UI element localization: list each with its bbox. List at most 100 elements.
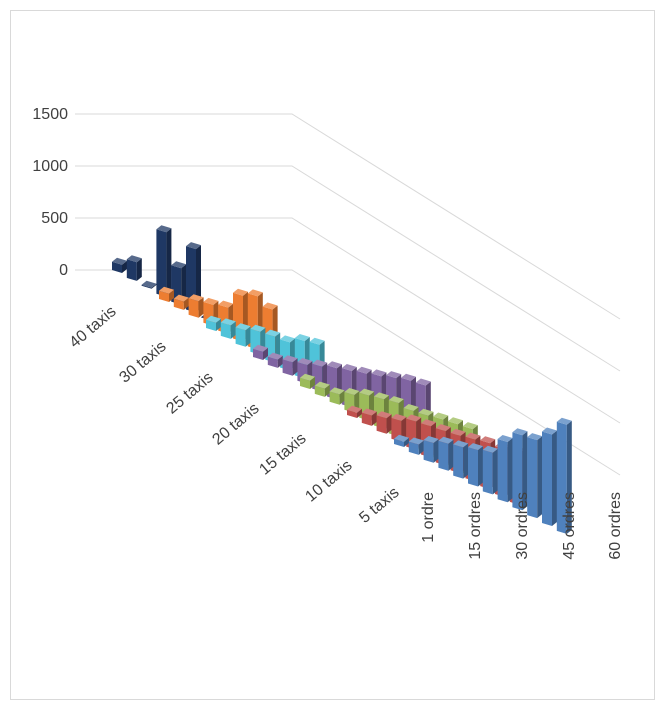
bar [453,440,469,479]
bar-side [230,321,236,339]
series-tick-label: 10 taxis [302,457,355,505]
bar-front [542,431,552,526]
bar-top [556,417,572,425]
bar-top [480,436,496,444]
bar-top [433,412,449,420]
bar [220,318,236,339]
bar [438,436,454,471]
bar-side [401,416,407,442]
bar-side [151,283,157,289]
bar-front [394,438,404,447]
bar-front [376,415,387,434]
bar-top [220,318,236,326]
bar-top [438,436,454,444]
bar-side [339,390,345,405]
bar-side [492,448,498,495]
y-tick-label: 0 [59,262,68,279]
bar-front [497,439,508,503]
x-tick-label: 45 ordres [561,492,578,560]
bar-front [112,261,122,273]
bar-side [418,440,424,455]
y-tick-label: 1000 [32,158,68,175]
gridline [75,217,621,424]
bar [206,315,221,331]
bar-top [300,373,315,381]
bar-front [126,259,137,281]
bar-side [386,414,392,434]
bar [173,294,189,310]
bar-front [188,298,199,318]
gridline [75,165,621,372]
bar-top [141,280,157,288]
bar-side [183,297,189,310]
bar-side [181,264,187,305]
bar-side [324,384,330,397]
bar-top [329,387,345,395]
y-tick-label: 1500 [32,106,68,123]
gridline [75,269,621,476]
bar [126,255,142,281]
bar-front [173,298,184,310]
bar-front [468,447,478,487]
bar-top [527,433,543,441]
bar-front [314,385,325,397]
bar-side [245,326,251,347]
bar-top [327,361,342,369]
bar-top [371,369,387,377]
bar-top [280,335,295,343]
bar-side [198,297,204,318]
bar [282,355,298,376]
bar-top [453,440,469,448]
bar-top [297,358,313,365]
bar-front [300,377,310,389]
bar [314,381,330,397]
bar [112,257,127,273]
bar-top [173,294,189,302]
bar-top [265,329,281,337]
y-tick-label: 500 [41,210,68,227]
x-tick-label: 60 ordres [607,492,624,560]
bar-side [166,228,172,297]
series-tick-label: 5 taxis [356,484,402,527]
bars [112,225,572,534]
bar-top [482,445,498,453]
bar-front [482,449,493,495]
bar-top [218,300,234,308]
bar-top [235,323,251,331]
bar [423,436,439,463]
bar-side [357,408,362,418]
bar-front [282,359,293,376]
bar [497,435,513,503]
y-tick-label: 1500 [32,106,68,123]
bar-side [169,289,174,302]
bar-front [253,348,263,360]
bar-top [406,414,422,422]
bar-side [263,347,268,360]
bar-top [423,436,439,443]
bar-side [507,438,513,503]
bar-side [136,258,142,281]
bar-top [421,419,436,427]
bar-top [418,408,434,416]
bar [556,417,572,534]
bar [482,445,498,495]
bar-top [314,381,330,389]
bar-front [159,290,169,302]
bar-top [408,437,424,445]
bar-top [388,396,404,404]
bar [394,434,409,447]
bar-top [450,428,466,436]
bar-top [171,261,187,269]
bar-side [552,430,557,526]
bar-top [435,424,451,432]
bar-front [141,284,152,289]
bar-top [250,324,266,332]
bar-top [415,378,431,386]
bar [159,286,174,302]
bar-top [401,373,416,381]
bar-front [156,229,167,297]
series-tick-label: 30 taxis [116,338,169,386]
bar-side [404,437,409,447]
bar-side [277,355,283,368]
chart-frame [10,10,655,700]
